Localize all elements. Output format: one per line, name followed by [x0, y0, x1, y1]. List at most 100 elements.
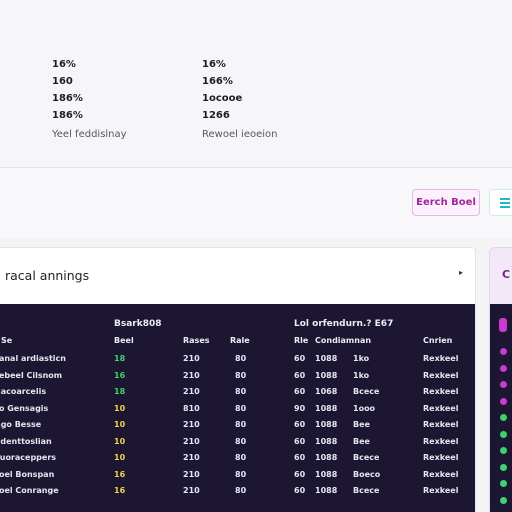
row-rale: 80 [235, 354, 247, 363]
column-header[interactable]: Beel [114, 336, 134, 345]
menu-icon [500, 206, 510, 208]
stat-value: 186% [52, 93, 83, 104]
row-name: roel Bonspan [0, 469, 55, 479]
row-score: 10 [114, 436, 126, 446]
stat-column-right: 16% 166% 1ocooe 1266 Rewoel ieoeion [202, 56, 278, 140]
data-table: Bsark808 Lol orfendurn.? E67 Se Beel Ras… [0, 304, 475, 512]
row-rases: 210 [183, 370, 200, 380]
row-rle: 60 [294, 486, 306, 495]
table-row[interactable]: ro Gensagis 10 810 80 90 1088 1ooo Rexkeel [0, 403, 475, 420]
row-status: Rexkeel [423, 387, 459, 396]
status-dot-icon [500, 414, 507, 421]
row-score: 18 [114, 354, 126, 363]
earnings-card: racal annings ▸ Bsark808 Lol orfendurn.?… [0, 247, 476, 512]
row-value: 1088 [315, 436, 338, 446]
column-header[interactable]: Rale [230, 336, 250, 345]
row-tag: 1ko [353, 354, 370, 363]
row-status: Rexkeel [423, 354, 459, 363]
column-header[interactable]: Rases [183, 336, 210, 345]
table-row[interactable]: nacoarcelis 18 210 80 60 1068 Bcece Rexkeel [0, 387, 475, 403]
row-rases: 210 [183, 354, 200, 363]
row-rale: 80 [235, 486, 247, 495]
row-value: 1088 [315, 486, 338, 495]
stat-value: 186% [52, 110, 83, 121]
row-rases: 210 [183, 420, 200, 429]
row-status: Rexkeel [423, 486, 459, 495]
menu-icon [500, 198, 510, 200]
side-handle[interactable] [499, 318, 507, 332]
status-dot-icon [500, 480, 507, 487]
row-status: Rexkeel [423, 436, 459, 446]
group-label: Bsark808 [114, 319, 162, 329]
status-dot-icon [500, 463, 507, 471]
row-rale: 80 [235, 453, 247, 462]
card-title: racal annings [5, 268, 90, 283]
row-status: Rexkeel [423, 420, 459, 429]
row-score: 10 [114, 420, 126, 429]
row-rases: 210 [183, 469, 200, 479]
row-rle: 90 [294, 403, 306, 413]
table-row[interactable]: ngo Besse 10 210 80 60 1088 Bee Rexkeel [0, 420, 475, 436]
stat-value: 16% [52, 59, 76, 70]
row-rle: 60 [294, 436, 306, 446]
row-rases: 210 [183, 486, 200, 495]
row-status: Rexkeel [423, 453, 459, 462]
stats-panel: 16% 160 186% 186% Yeel feddislnay 16% 16… [0, 0, 512, 168]
row-rases: 210 [183, 453, 200, 462]
stat-label: Rewoel ieoeion [202, 129, 278, 140]
export-button[interactable]: Eerch Boel [412, 189, 480, 216]
row-name: ro Gensagis [0, 403, 49, 413]
side-card[interactable]: C [489, 247, 512, 512]
row-name: roel Conrange [0, 486, 59, 495]
row-score: 18 [114, 387, 126, 396]
table-row[interactable]: cuoraceppers 10 210 80 60 1088 Bcece Rexkeel [0, 453, 475, 469]
table-row[interactable]: roel Conrange 16 210 80 60 1088 Bcece Rexkeel [0, 486, 475, 502]
row-status: Rexkeel [423, 403, 459, 413]
row-rle: 60 [294, 469, 306, 479]
row-status: Rexkeel [423, 370, 459, 380]
row-name: ngo Besse [0, 420, 42, 429]
stat-value: 166% [202, 76, 233, 87]
column-header[interactable]: Condiamnan [315, 336, 372, 345]
row-value: 1088 [315, 453, 338, 462]
menu-button[interactable] [489, 189, 512, 216]
row-value: 1088 [315, 370, 338, 380]
row-score: 16 [114, 370, 126, 380]
column-header[interactable]: Rle [294, 336, 309, 345]
row-score: 10 [114, 403, 126, 413]
stat-label: Yeel feddislnay [52, 129, 127, 140]
menu-icon [500, 202, 510, 204]
caret-icon[interactable]: ▸ [459, 268, 464, 277]
column-header[interactable]: Se [1, 336, 13, 345]
row-name: adenttoslian [0, 436, 52, 446]
table-row[interactable]: rebeel Cilsnom 16 210 80 60 1088 1ko Rexkeel [0, 370, 475, 387]
row-rle: 60 [294, 420, 306, 429]
stat-value: 16% [202, 59, 226, 70]
group-label: Lol orfendurn.? E67 [294, 319, 394, 329]
table-row[interactable]: roel Bonspan 16 210 80 60 1088 Boeco Rexkeel [0, 469, 475, 486]
row-rale: 80 [235, 469, 247, 479]
side-card-label: C [502, 268, 511, 281]
table-row[interactable]: ranal ardiasticn 18 210 80 60 1088 1ko Rexkeel [0, 354, 475, 370]
row-tag: Boeco [353, 469, 381, 479]
row-rle: 60 [294, 370, 306, 380]
row-rale: 80 [235, 370, 247, 380]
row-rale: 80 [235, 420, 247, 429]
row-value: 1088 [315, 469, 338, 479]
row-rases: 210 [183, 387, 200, 396]
row-status: Rexkeel [423, 469, 459, 479]
stat-value: 1266 [202, 110, 230, 121]
row-value: 1088 [315, 403, 338, 413]
row-score: 16 [114, 469, 126, 479]
table-row[interactable]: adenttoslian 10 210 80 60 1088 Bee Rexkeel [0, 436, 475, 453]
column-header[interactable]: Cnrien [423, 336, 453, 345]
row-tag: Bcece [353, 486, 380, 495]
stat-value: 1ocooe [202, 93, 243, 104]
row-value: 1068 [315, 387, 338, 396]
row-rases: 210 [183, 436, 200, 446]
row-rale: 80 [235, 387, 247, 396]
card-header: racal annings ▸ [0, 248, 475, 304]
status-dot-icon [500, 348, 507, 355]
toolbar: Eerch Boel [0, 168, 512, 238]
row-tag: 1ooo [353, 403, 376, 413]
